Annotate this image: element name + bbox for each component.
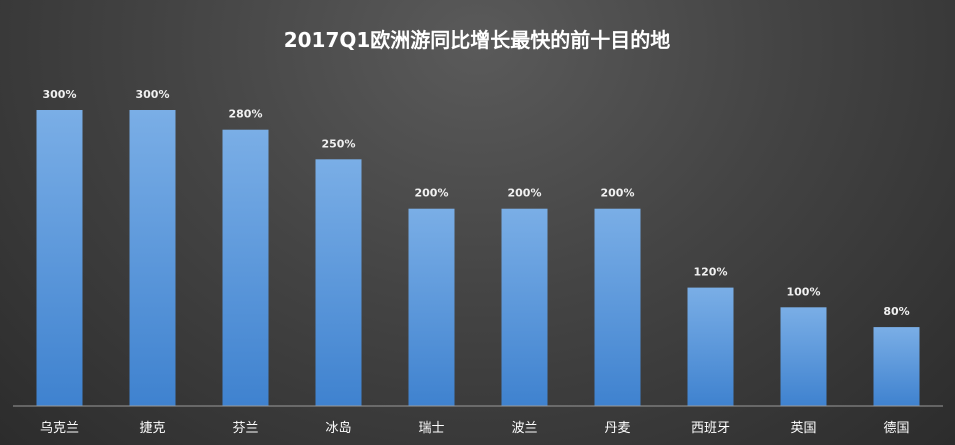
x-tick-label-7: 丹麦 (604, 421, 630, 436)
data-label-5: 200% (415, 187, 449, 200)
x-tick-label-5: 瑞士 (418, 421, 444, 436)
bar-8 (687, 287, 734, 406)
data-label-6: 200% (508, 187, 542, 200)
bars-group (36, 110, 920, 406)
bar-3 (222, 129, 269, 406)
x-tick-label-6: 波兰 (511, 421, 537, 436)
bar-6 (501, 208, 548, 406)
data-label-4: 250% (322, 137, 356, 150)
bar-2 (129, 110, 176, 406)
data-label-3: 280% (229, 108, 263, 121)
bar-7 (594, 208, 641, 406)
data-label-9: 100% (787, 285, 821, 298)
x-tick-label-3: 芬兰 (232, 421, 258, 436)
x-tick-label-1: 乌克兰 (40, 420, 79, 436)
bar-10 (873, 327, 920, 406)
bar-5 (408, 208, 455, 406)
chart-title: 2017Q1欧洲游同比增长最快的前十目的地 (284, 28, 671, 52)
data-label-1: 300% (43, 88, 77, 101)
x-tick-label-8: 西班牙 (691, 421, 730, 436)
bar-4 (315, 159, 362, 406)
bar-9 (780, 307, 827, 406)
data-label-10: 80% (883, 305, 909, 318)
x-tick-label-10: 德国 (883, 421, 909, 436)
x-tick-label-2: 捷克 (139, 421, 165, 436)
bar-1 (36, 110, 83, 406)
x-tick-labels-group: 乌克兰 捷克 芬兰 冰岛 瑞士 波兰 丹麦 西班牙 英国 德国 (40, 420, 910, 436)
x-tick-label-9: 英国 (790, 421, 816, 436)
data-label-8: 120% (694, 266, 728, 279)
data-label-7: 200% (601, 187, 635, 200)
x-tick-label-4: 冰岛 (325, 420, 351, 436)
data-label-2: 300% (136, 88, 170, 101)
data-labels-group: 300% 300% 280% 250% 200% 200% 200% 120% 100% 80% (43, 88, 910, 318)
